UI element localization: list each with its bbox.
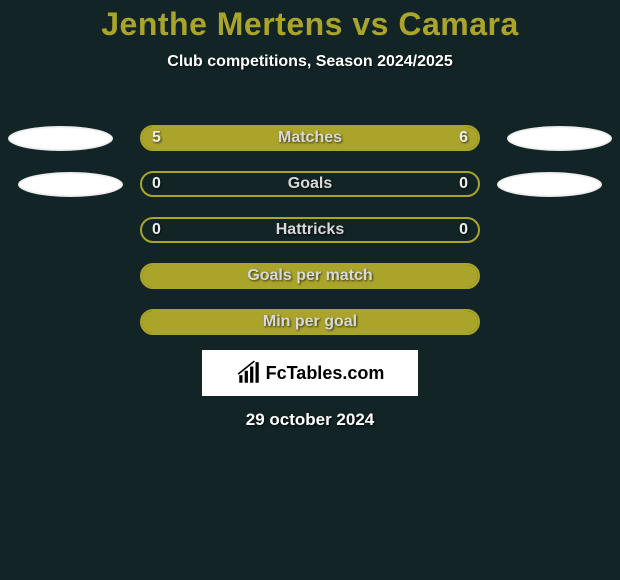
stat-value-left: 5 [152, 125, 161, 151]
date-text: 29 october 2024 [0, 410, 620, 430]
stat-value-left: 0 [152, 171, 161, 197]
stat-value-right: 0 [459, 217, 468, 243]
stat-bar [140, 217, 480, 243]
stat-bar-left [142, 311, 478, 333]
comparison-rows: Matches56Goals00Hattricks00Goals per mat… [0, 115, 620, 345]
stat-row: Goals per match [0, 253, 620, 299]
stat-value-right: 6 [459, 125, 468, 151]
stat-row: Matches56 [0, 115, 620, 161]
stat-bar-right [293, 127, 478, 149]
stat-value-left: 0 [152, 217, 161, 243]
subtitle: Club competitions, Season 2024/2025 [0, 53, 620, 71]
stat-bar [140, 125, 480, 151]
chart-icon [236, 360, 262, 386]
player-right-ellipse [497, 172, 602, 197]
stat-row: Goals00 [0, 161, 620, 207]
stat-row: Hattricks00 [0, 207, 620, 253]
stat-bar-left [142, 265, 478, 287]
brand-text: FcTables.com [266, 363, 385, 384]
page-title: Jenthe Mertens vs Camara [0, 0, 620, 43]
stat-bar-left [142, 127, 293, 149]
stat-bar [140, 263, 480, 289]
stat-value-right: 0 [459, 171, 468, 197]
player-left-ellipse [8, 126, 113, 151]
player-left-ellipse [18, 172, 123, 197]
stat-bar [140, 171, 480, 197]
player-right-ellipse [507, 126, 612, 151]
stat-row: Min per goal [0, 299, 620, 345]
stat-bar [140, 309, 480, 335]
brand-badge: FcTables.com [202, 350, 418, 396]
